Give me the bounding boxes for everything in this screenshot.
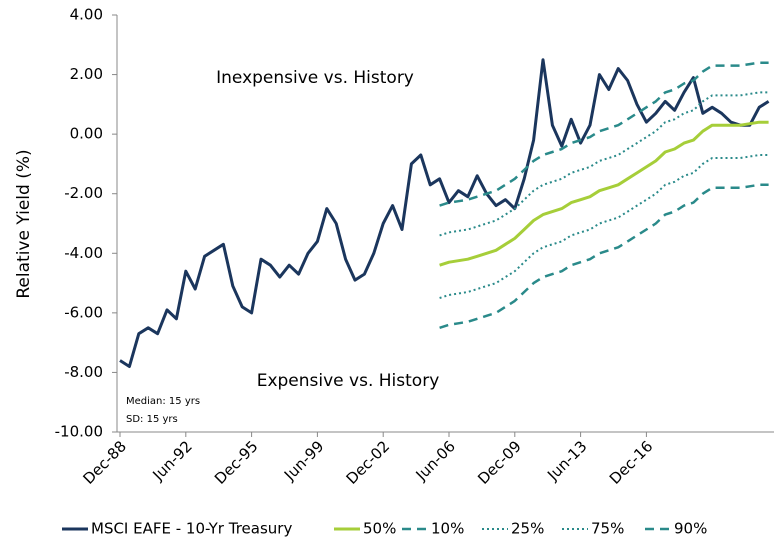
y-tick-label: -4.00 <box>64 244 103 262</box>
legend-label: 10% <box>431 520 464 538</box>
series-line <box>119 58 770 368</box>
annotation: Expensive vs. History <box>257 371 440 391</box>
x-tick-label: Dec-95 <box>211 437 262 488</box>
legend-label: 75% <box>591 520 624 538</box>
x-tick-label: Jun-13 <box>543 437 590 484</box>
y-tick-label: 0.00 <box>70 125 103 143</box>
x-tick-label: Dec-09 <box>474 437 525 488</box>
annotation: Inexpensive vs. History <box>216 68 414 88</box>
y-tick-label: -6.00 <box>64 303 103 321</box>
y-tick-label: 2.00 <box>70 65 103 83</box>
legend-label: 50% <box>363 520 396 538</box>
series-line <box>439 61 769 207</box>
x-tick-label: Jun-06 <box>412 437 459 484</box>
legend-label: 90% <box>674 520 707 538</box>
y-tick-label: -2.00 <box>64 184 103 202</box>
series-line <box>439 183 769 329</box>
series-line <box>439 120 769 267</box>
x-tick-label: Dec-02 <box>343 437 394 488</box>
x-tick-label: Dec-16 <box>606 437 657 488</box>
annotation: Median: 15 yrs <box>126 396 200 407</box>
series-line <box>439 91 769 237</box>
annotation: SD: 15 yrs <box>126 414 178 425</box>
y-tick-label: -8.00 <box>64 363 103 381</box>
x-tick-label: Dec-88 <box>79 437 130 488</box>
y-tick-label: 4.00 <box>70 6 103 24</box>
legend-label: MSCI EAFE - 10-Yr Treasury <box>91 520 292 538</box>
series-line <box>439 154 769 299</box>
x-tick-label: Jun-92 <box>148 437 195 484</box>
y-axis-label: Relative Yield (%) <box>14 149 34 298</box>
legend-label: 25% <box>511 520 544 538</box>
x-tick-label: Jun-99 <box>280 437 327 484</box>
y-tick-label: -10.00 <box>55 423 103 441</box>
